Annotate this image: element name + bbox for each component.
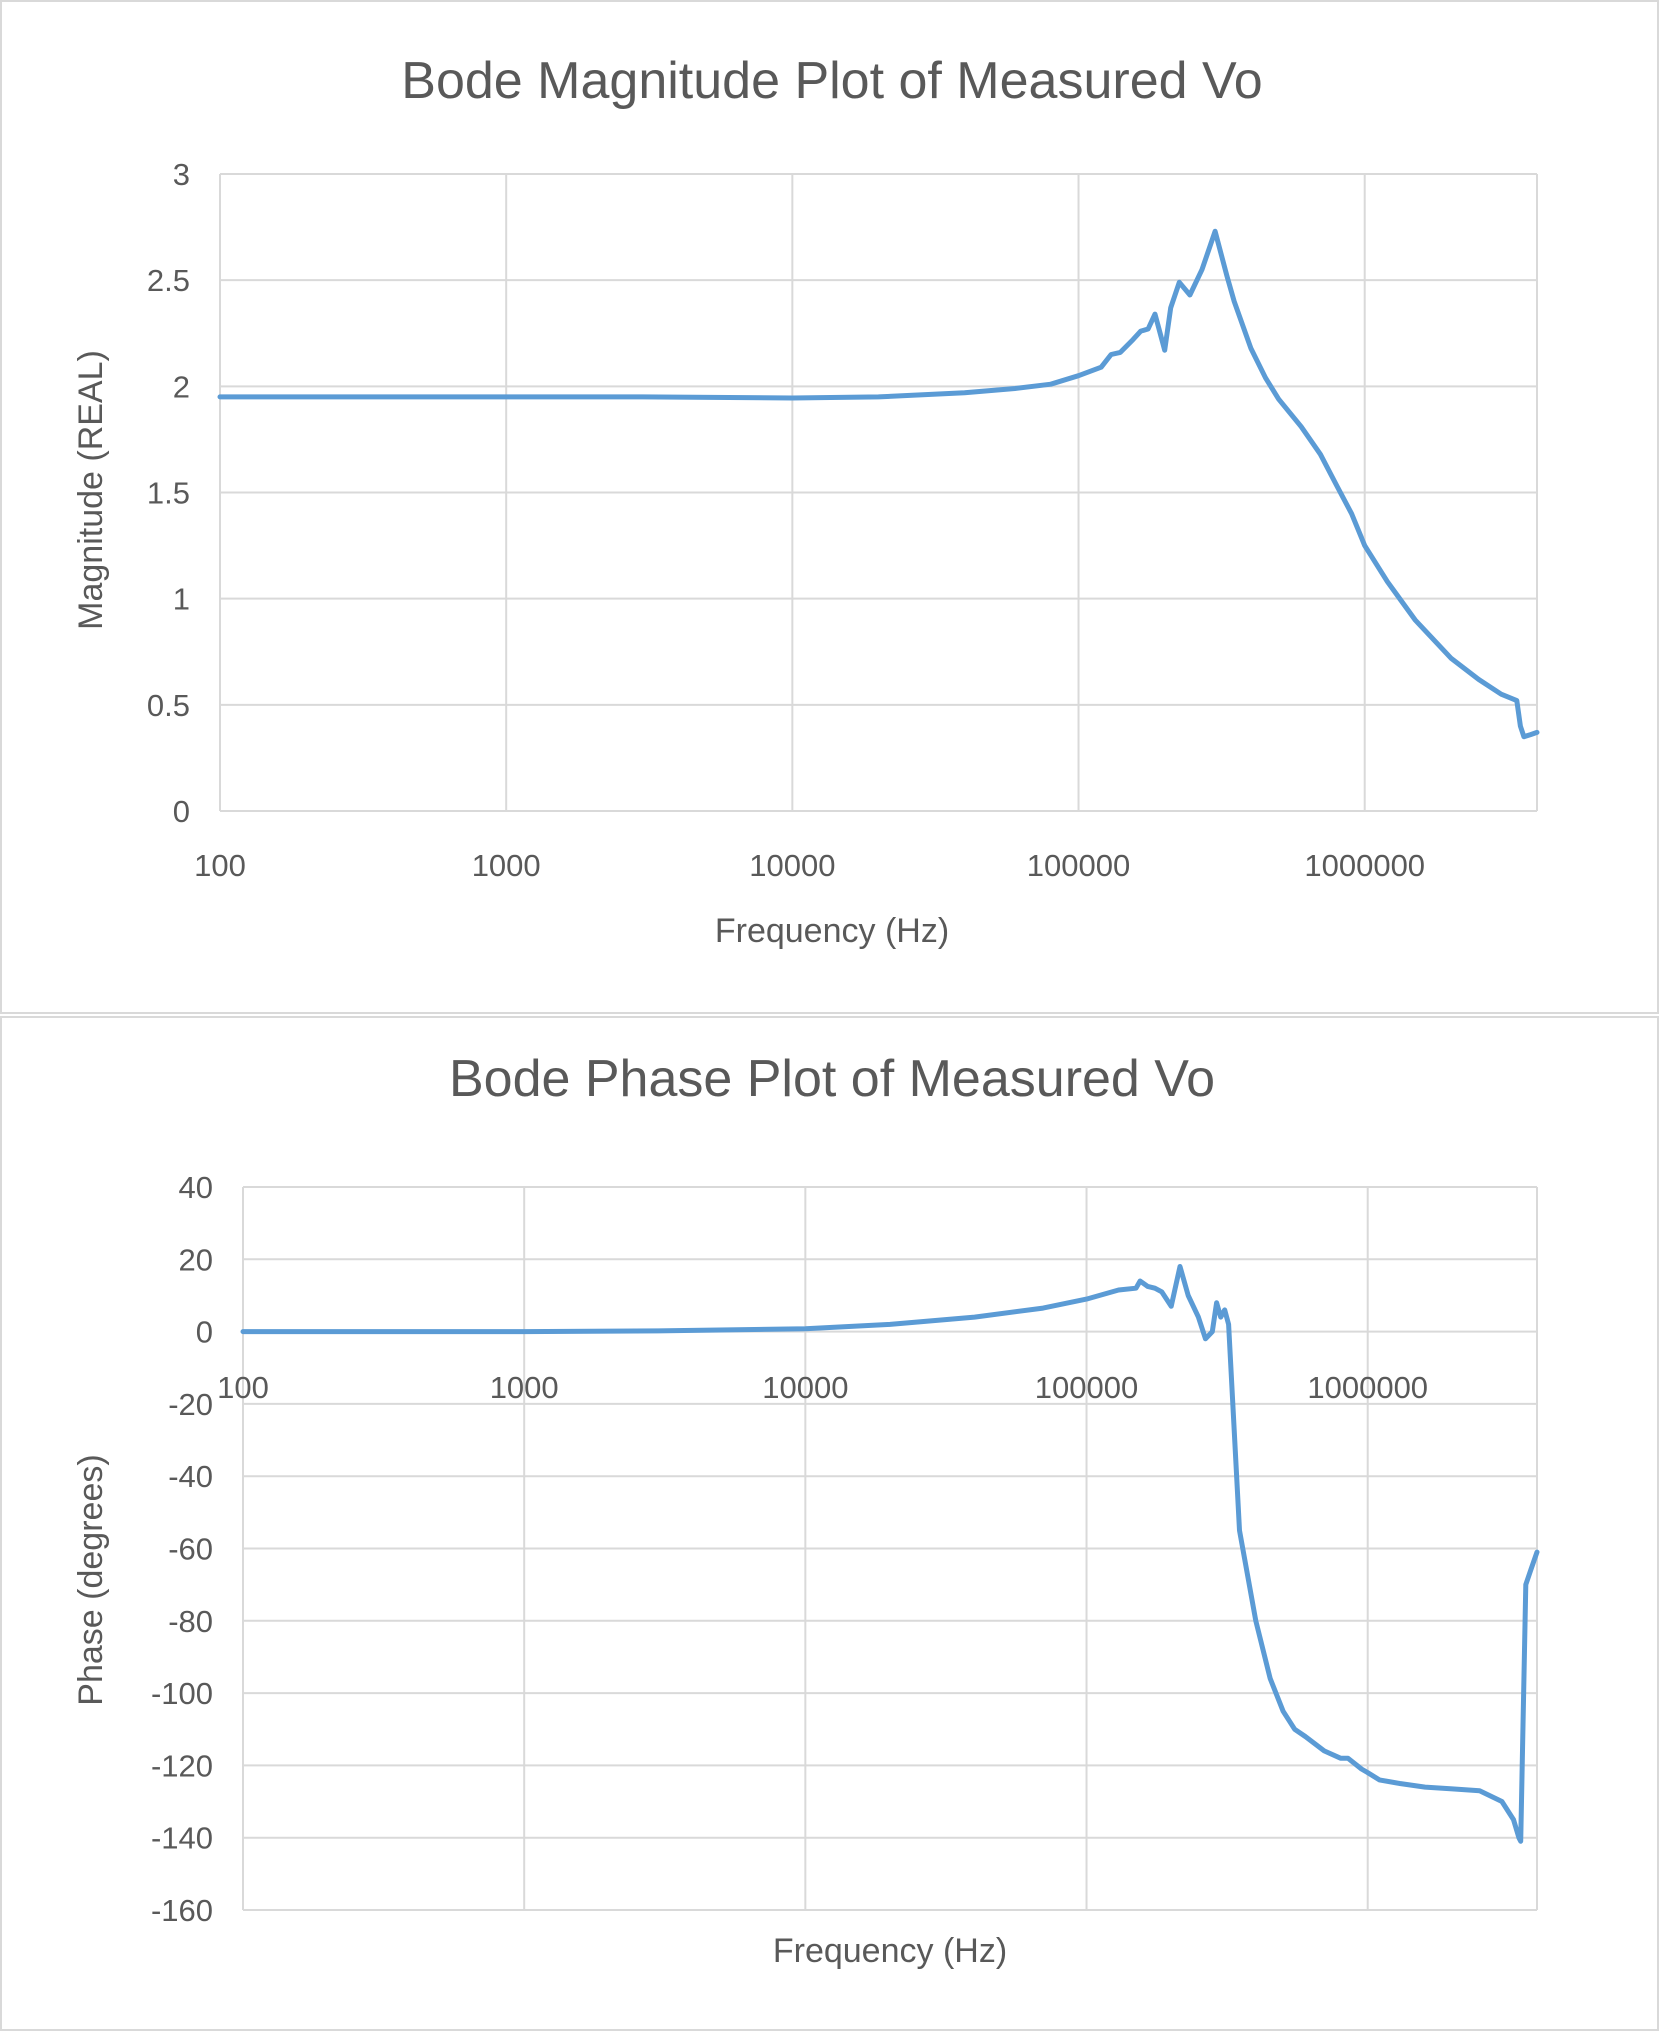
phase-y-tick-labels: -160 -140 -120 -100 -80 -60 -40 -20 0 20 40 — [151, 1170, 213, 1928]
phase-x-tick-labels: 100 1000 10000 100000 1000000 — [217, 1370, 1428, 1405]
y-tick-label: -160 — [151, 1893, 213, 1928]
phase-chart-panel: -160 -140 -120 -100 -80 -60 -40 -20 0 20 40 100 100… — [0, 1016, 1659, 2031]
magnitude-gridlines — [219, 173, 1538, 812]
y-tick-label: -140 — [151, 1821, 213, 1856]
magnitude-chart: 00.511.522.53 100 1000 10000 100000 1000000 … — [72, 52, 1540, 950]
y-tick-label: -20 — [168, 1387, 213, 1422]
magnitude-y-axis-label: Magnitude (REAL) — [72, 350, 110, 630]
y-tick-label: -60 — [168, 1532, 213, 1567]
y-tick-label: 2.5 — [147, 263, 190, 298]
phase-x-axis-label: Frequency (Hz) — [773, 1932, 1007, 1970]
x-tick-label: 1000000 — [1307, 1370, 1428, 1405]
x-tick-label: 100 — [194, 848, 246, 883]
magnitude-chart-title: Bode Magnitude Plot of Measured Vo — [401, 52, 1262, 110]
x-tick-label: 100000 — [1027, 848, 1130, 883]
phase-series-line — [240, 1264, 1540, 1844]
y-tick-label: -100 — [151, 1676, 213, 1711]
phase-y-axis-label: Phase (degrees) — [72, 1454, 110, 1705]
x-tick-label: 10000 — [762, 1370, 848, 1405]
x-tick-label: 1000000 — [1304, 848, 1425, 883]
y-tick-label: 20 — [179, 1242, 213, 1277]
y-tick-label: 3 — [173, 157, 190, 192]
x-tick-label: 100000 — [1035, 1370, 1138, 1405]
y-tick-label: -40 — [168, 1459, 213, 1494]
y-tick-label: 40 — [179, 1170, 213, 1205]
y-tick-label: 0.5 — [147, 688, 190, 723]
magnitude-y-tick-labels: 0 0.5 1 1.5 2 2.5 3 — [147, 157, 190, 829]
y-tick-label: -120 — [151, 1748, 213, 1783]
x-tick-label: 10000 — [749, 848, 835, 883]
x-tick-label: 1000 — [490, 1370, 559, 1405]
phase-gridlines — [242, 1186, 1538, 1911]
magnitude-chart-panel: 0 0.5 1 1.5 2 2.5 3 100 1000 10000 100000 1000000 … — [0, 0, 1659, 1014]
y-tick-label: 1 — [173, 582, 190, 617]
y-tick-label: 0 — [173, 794, 190, 829]
y-tick-label: 1.5 — [147, 476, 190, 511]
phase-chart-title: Bode Phase Plot of Measured Vo — [449, 1050, 1215, 1108]
x-tick-label: 100 — [217, 1370, 269, 1405]
magnitude-x-axis-label: Frequency (Hz) — [715, 912, 949, 950]
y-tick-label: 0 — [196, 1315, 213, 1350]
y-tick-label: 2 — [173, 369, 190, 404]
y-tick-label: -80 — [168, 1604, 213, 1639]
x-tick-label: 1000 — [472, 848, 541, 883]
magnitude-x-tick-labels: 100 1000 10000 100000 1000000 — [194, 848, 1425, 883]
magnitude-series-line — [217, 228, 1540, 740]
